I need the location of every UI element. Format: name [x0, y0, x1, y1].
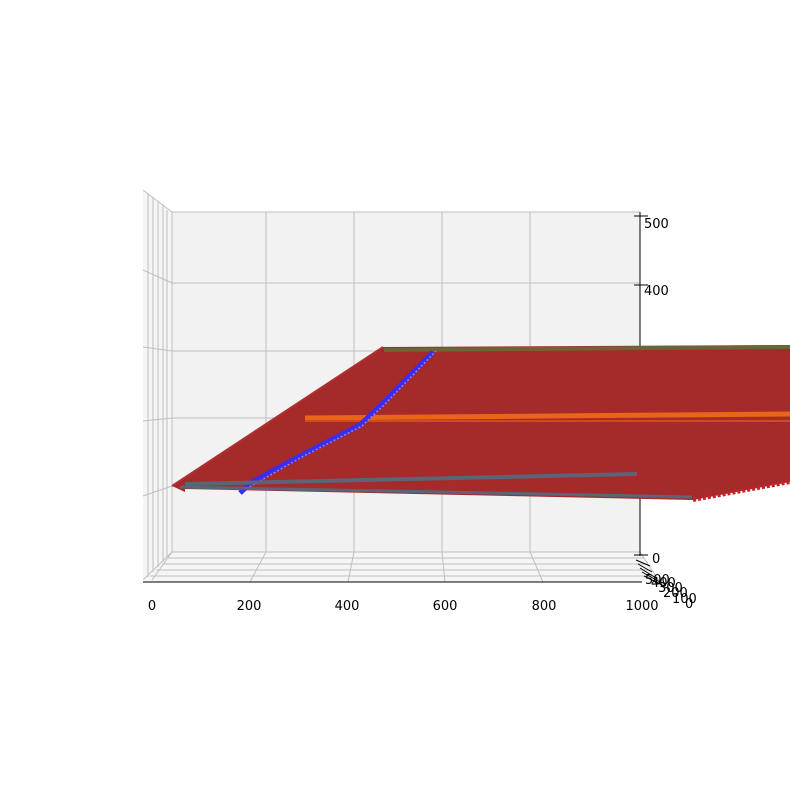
z-tick-label: 400: [644, 284, 669, 299]
surface-front-edge: [692, 480, 790, 502]
x-tick-label: 600: [433, 599, 458, 614]
y-tick-mark: [637, 563, 653, 573]
y-tick-mark: [643, 575, 665, 587]
grid-line: [142, 189, 173, 213]
y-tick-label: 100: [672, 592, 697, 607]
y-tick-label: 400: [651, 576, 676, 591]
z-tick-label: 0: [652, 552, 660, 567]
x-tick-label: 0: [148, 599, 156, 614]
z-tick-label: 500: [644, 217, 669, 232]
series-line-orange: [304, 411, 790, 421]
surface-sheet: [172, 345, 790, 500]
floor-pane: [143, 552, 660, 582]
y-tick-label: 300: [658, 581, 683, 596]
grid-line: [639, 551, 661, 583]
surface-left-edge: [171, 346, 384, 487]
tick-group: [634, 215, 665, 587]
grid-line: [441, 551, 446, 583]
y-tick-mark: [641, 571, 661, 583]
grid-line: [151, 551, 173, 581]
x-tick-label: 200: [237, 599, 262, 614]
series-line-slate: [184, 472, 638, 486]
grid-line: [347, 551, 355, 583]
x-tick-label: 800: [532, 599, 557, 614]
x-tick-label: 400: [335, 599, 360, 614]
x-tick-label: 1000: [625, 599, 658, 614]
y-tick-label: 0: [685, 597, 693, 612]
y-tick-mark: [635, 559, 651, 567]
y-tick-label: 200: [663, 586, 688, 601]
series-line-blue-highlight: [245, 350, 437, 490]
y-tick-mark: [639, 567, 657, 579]
series-line-olive: [383, 345, 790, 352]
grid-line: [249, 551, 267, 583]
grid-line: [529, 551, 544, 583]
series-line-slate-2: [179, 485, 693, 499]
surface-group: [171, 345, 790, 502]
y-tick-label: 500: [645, 573, 670, 588]
surface-edge-cap: [172, 480, 185, 492]
